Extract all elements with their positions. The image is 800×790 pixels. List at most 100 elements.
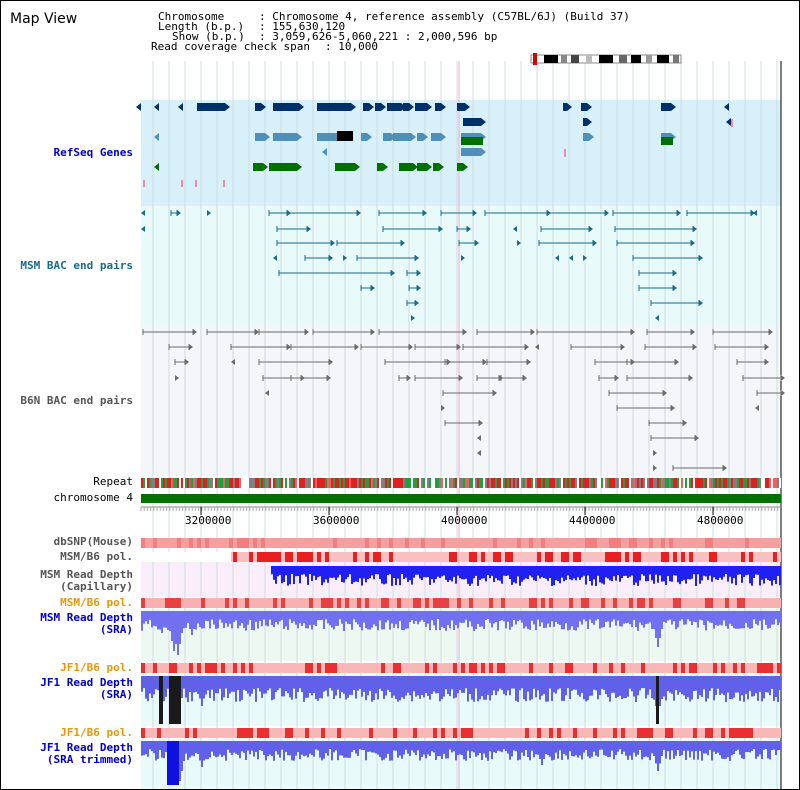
msm-capillary-depth-bar <box>381 566 383 584</box>
jf1-trimmed-depth-bar <box>475 741 477 757</box>
msm-sra-depth-bar <box>601 611 603 628</box>
msm-b6-pol-strip-2 <box>773 598 777 608</box>
show-label: Show (b.p.) <box>172 30 245 43</box>
track-label-refseq[interactable]: RefSeq Genes <box>53 146 133 159</box>
msm-b6-pol-strip <box>313 552 317 562</box>
msm-sra-depth-bar <box>733 611 735 629</box>
repeat-segment <box>211 478 213 488</box>
track-label-b6n-bac[interactable]: B6N BAC end pairs <box>20 394 133 407</box>
msm-b6-pol-strip-2 <box>753 598 757 608</box>
jf1-sra-depth-bar <box>239 676 241 702</box>
jf1-b6-pol-strip-2 <box>389 728 393 738</box>
jf1-trimmed-depth-bar <box>457 741 459 756</box>
jf1-sra-depth-bar <box>587 676 589 701</box>
dbsnp-strip <box>609 538 613 548</box>
msm-sra-depth-bar <box>497 611 499 631</box>
msm-sra-depth-bar <box>499 611 501 621</box>
msm-sra-depth-bar <box>777 611 779 626</box>
jf1-trimmed-depth-bar <box>497 741 499 751</box>
jf1-trimmed-depth-bar <box>201 741 203 767</box>
jf1-b6-pol-strip-2 <box>445 728 449 738</box>
repeat-segment <box>645 478 647 488</box>
msm-sra-depth-bar <box>361 611 363 631</box>
jf1-trimmed-depth-bar <box>601 741 603 750</box>
jf1-sra-depth-bar <box>455 676 457 698</box>
msm-sra-depth-bar <box>759 611 761 621</box>
jf1-sra-depth-bar <box>439 676 441 702</box>
track-label-jf1-b6-pol-1[interactable]: JF1/B6 pol. <box>60 661 133 674</box>
jf1-b6-pol-strip <box>601 663 605 673</box>
msm-b6-pol-strip-2 <box>349 598 353 608</box>
jf1-trimmed-depth-bar <box>611 741 613 751</box>
track-label-dbsnp[interactable]: dbSNP(Mouse) <box>53 535 133 548</box>
msm-capillary-depth-bar <box>341 566 343 583</box>
msm-capillary-depth-bar <box>761 566 763 580</box>
msm-b6-pol-strip-2 <box>417 598 421 608</box>
repeat-segment <box>481 478 483 488</box>
dbsnp-strip <box>301 538 305 548</box>
jf1-sra-depth-bar <box>683 676 685 696</box>
jf1-b6-pol-strip <box>393 663 397 673</box>
jf1-b6-pol-strip-2 <box>161 728 165 738</box>
msm-sra-depth-bar <box>379 611 381 621</box>
refseq-gene <box>581 103 587 111</box>
track-label-msm-b6-pol-1[interactable]: MSM/B6 pol. <box>60 550 133 563</box>
msm-capillary-depth-bar <box>753 566 755 578</box>
msm-b6-pol-strip <box>737 552 741 562</box>
jf1-sra-depth-bar <box>715 676 717 695</box>
jf1-sra-depth-bar <box>451 676 453 690</box>
msm-capillary-depth-bar <box>555 566 557 581</box>
jf1-sra-depth-bar <box>521 676 523 689</box>
jf1-b6-pol-strip <box>717 663 721 673</box>
jf1-trimmed-depth-bar <box>363 741 365 751</box>
jf1-sra-depth-bar <box>523 676 525 700</box>
dbsnp-strip <box>693 538 697 548</box>
track-label-msm-bac[interactable]: MSM BAC end pairs <box>20 259 133 272</box>
msm-capillary-depth-bar <box>315 566 317 580</box>
jf1-trimmed-depth-bar <box>623 741 625 752</box>
msm-capillary-depth-bar <box>763 566 765 584</box>
track-label-msm-depth-sra[interactable]: MSM Read Depth <box>40 611 133 624</box>
track-label-jf1-depth-trimmed[interactable]: JF1 Read Depth <box>40 741 133 754</box>
track-label-jf1-b6-pol-2[interactable]: JF1/B6 pol. <box>60 726 133 739</box>
msm-sra-depth-bar <box>195 611 197 630</box>
msm-sra-depth-bar <box>349 611 351 625</box>
msm-bac-arrow <box>423 210 427 216</box>
jf1-sra-depth-bar <box>739 676 741 701</box>
jf1-sra-depth-bar <box>381 676 383 692</box>
msm-capillary-depth-bar <box>535 566 537 581</box>
repeat-segment <box>667 478 669 488</box>
b6n-bac-arrow <box>781 375 785 381</box>
track-label-msm-depth-capillary[interactable]: MSM Read Depth <box>40 568 133 581</box>
msm-b6-pol-strip <box>317 552 321 562</box>
msm-sra-depth-bar <box>769 611 771 628</box>
jf1-b6-pol-strip <box>277 663 281 673</box>
jf1-sra-depth-bar <box>409 676 411 696</box>
msm-sra-depth-bar <box>525 611 527 627</box>
jf1-trimmed-depth-bar <box>301 741 303 755</box>
msm-sra-depth-bar <box>367 611 369 630</box>
msm-sra-depth-bar <box>219 611 221 620</box>
refseq-gene-pink <box>731 119 733 127</box>
jf1-trimmed-depth-bar <box>493 741 495 753</box>
msm-b6-pol-strip-2 <box>725 598 729 608</box>
jf1-trimmed-depth-bar <box>383 741 385 760</box>
b6n-bac-arrow <box>483 359 487 365</box>
repeat-segment <box>321 478 323 488</box>
msm-capillary-depth-bar <box>741 566 743 583</box>
repeat-segment <box>691 478 693 488</box>
jf1-trimmed-depth-bar <box>289 741 291 756</box>
jf1-b6-pol-strip-2 <box>577 728 581 738</box>
jf1-trimmed-depth-bar <box>195 741 197 754</box>
msm-capillary-depth-bar <box>559 566 561 584</box>
track-label-jf1-depth-sra[interactable]: JF1 Read Depth <box>40 676 133 689</box>
msm-sra-depth-bar <box>267 611 269 627</box>
repeat-segment <box>223 478 225 488</box>
track-label-msm-b6-pol-2[interactable]: MSM/B6 pol. <box>60 596 133 609</box>
msm-sra-depth-bar <box>189 611 191 629</box>
jf1-sra-depth-bar <box>601 676 603 689</box>
b6n-bac-arrow <box>765 344 769 350</box>
msm-b6-pol-strip <box>717 552 721 562</box>
dbsnp-strip <box>549 538 553 548</box>
